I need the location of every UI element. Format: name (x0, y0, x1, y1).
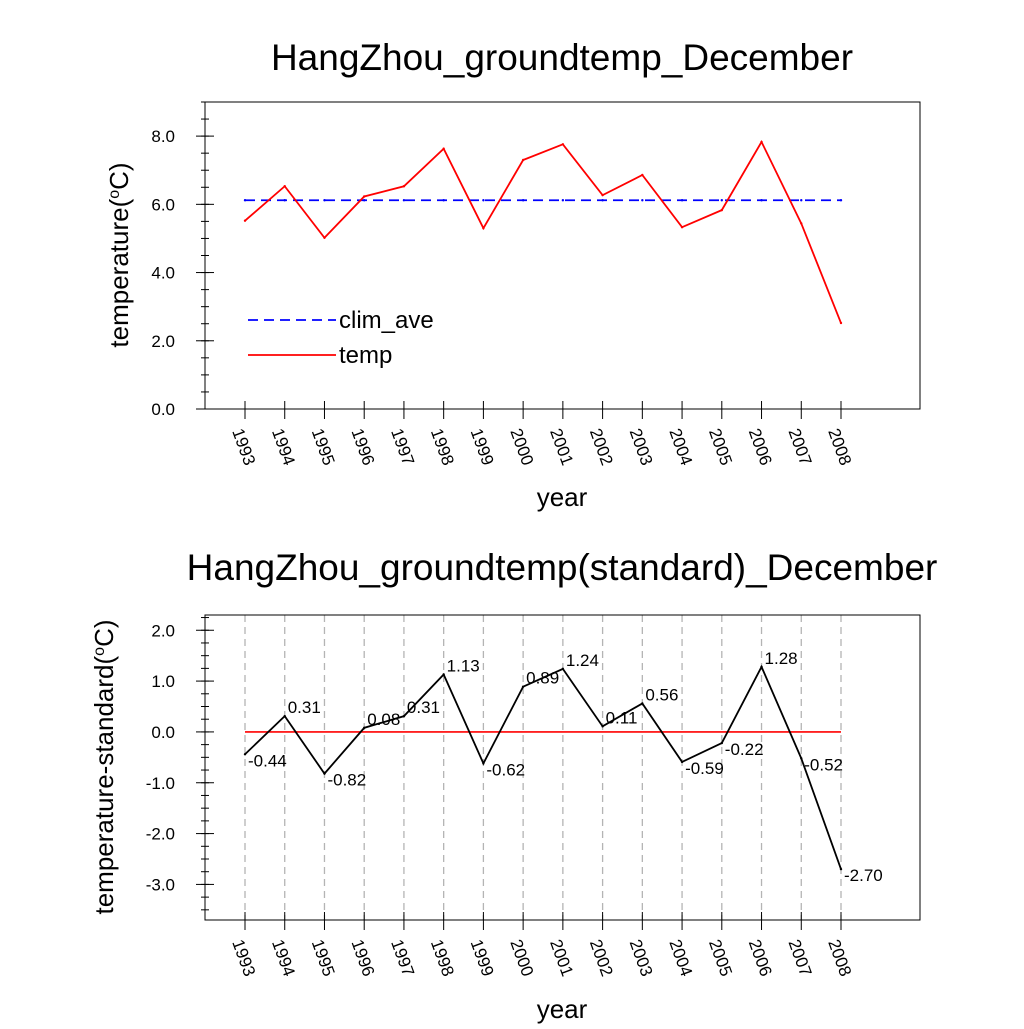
data-point (363, 199, 366, 202)
x-axis-label: year (537, 994, 588, 1024)
data-point (482, 762, 485, 765)
data-point (482, 227, 485, 230)
data-point (601, 199, 604, 202)
data-point (760, 665, 763, 669)
y-tick-label: 4.0 (151, 264, 175, 283)
data-point (839, 199, 843, 202)
data-label: 1.28 (765, 649, 798, 668)
data-point (680, 760, 684, 764)
data-label: 0.11 (606, 708, 638, 727)
data-point (720, 208, 723, 212)
data-point (601, 193, 604, 197)
data-point (800, 222, 803, 225)
y-axis-label: temperature(oC) (104, 162, 134, 347)
data-point (720, 199, 723, 202)
data-point (800, 757, 803, 760)
data-point (283, 185, 286, 188)
data-point (680, 225, 684, 229)
data-point (839, 321, 843, 325)
legend-label: temp (339, 342, 392, 369)
data-point (442, 673, 445, 676)
data-point (561, 199, 565, 202)
legend-label: clim_ave (339, 307, 434, 334)
data-point (243, 753, 247, 756)
data-point (323, 772, 326, 775)
y-axis-label-degree: o (91, 647, 108, 656)
data-point (323, 236, 326, 239)
data-point (323, 199, 326, 202)
y-tick-label: 6.0 (151, 195, 175, 214)
data-label: -0.52 (804, 755, 843, 774)
data-point (720, 741, 723, 745)
data-label: 0.08 (367, 710, 400, 729)
y-axis-label: temperature-standard(oC) (89, 619, 119, 914)
y-axis-label-text: temperature( (104, 198, 134, 347)
data-label: 0.56 (645, 685, 678, 704)
data-point (363, 726, 366, 730)
bottom-chart-panel: HangZhou_groundtemp(standard)_December -3… (89, 547, 937, 1024)
data-point (243, 219, 247, 222)
data-point (482, 199, 485, 202)
data-label: 0.89 (526, 669, 559, 688)
y-tick-label: 8.0 (151, 127, 175, 146)
data-point (760, 199, 763, 202)
data-label: -0.44 (248, 751, 287, 770)
data-point (521, 199, 525, 202)
y-tick-label: -1.0 (146, 774, 175, 793)
series-line-temp (244, 140, 842, 324)
data-label: 1.13 (447, 656, 480, 675)
data-point (521, 158, 525, 162)
y-axis-label-unit: C) (104, 162, 134, 189)
data-label: 0.31 (288, 698, 321, 717)
data-point (363, 195, 366, 198)
chart-title: HangZhou_groundtemp(standard)_December (187, 547, 938, 588)
data-point (442, 147, 445, 150)
y-axis-label-text: temperature-standard( (89, 655, 119, 914)
data-point (800, 199, 803, 202)
y-axis-label-degree: o (106, 190, 123, 199)
y-tick-label: 2.0 (151, 332, 175, 351)
data-point (283, 714, 286, 718)
y-tick-label: 1.0 (151, 672, 175, 691)
y-tick-label: -2.0 (146, 825, 175, 844)
chart-title: HangZhou_groundtemp_December (271, 37, 853, 78)
data-label: -0.59 (685, 759, 724, 778)
data-point (402, 199, 406, 202)
y-axis-label-unit: C) (89, 619, 119, 646)
y-tick-label: 0.0 (151, 723, 175, 742)
data-point (641, 199, 644, 202)
data-label: -0.22 (725, 740, 764, 759)
data-label: 1.24 (566, 651, 599, 670)
data-point (402, 714, 406, 718)
data-point (402, 185, 406, 188)
data-point (561, 667, 565, 671)
data-point (641, 173, 644, 177)
data-label: 0.31 (407, 698, 440, 717)
data-point (561, 143, 565, 146)
data-point (641, 702, 644, 705)
y-tick-label: 0.0 (151, 400, 175, 419)
data-point (442, 199, 445, 202)
data-point (521, 685, 525, 688)
data-point (243, 199, 247, 202)
data-point (601, 725, 604, 728)
data-point (839, 867, 843, 871)
y-tick-label: -3.0 (146, 875, 175, 894)
data-label: -0.82 (327, 771, 366, 790)
x-axis-label: year (537, 482, 588, 512)
data-label: -2.70 (844, 866, 883, 885)
data-point (283, 199, 286, 202)
y-tick-label: 2.0 (151, 621, 175, 640)
data-label: -0.62 (486, 760, 525, 779)
data-point (760, 140, 763, 144)
data-point (680, 199, 684, 202)
series-line-series-0 (244, 664, 842, 870)
